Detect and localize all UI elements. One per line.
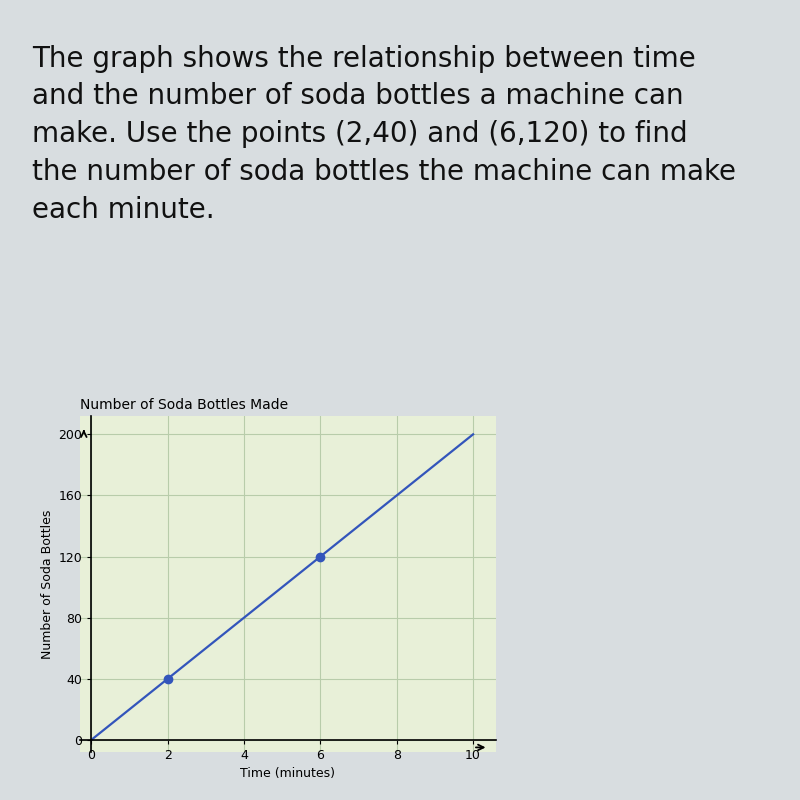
Text: The graph shows the relationship between time
and the number of soda bottles a m: The graph shows the relationship between… bbox=[32, 45, 736, 224]
X-axis label: Time (minutes): Time (minutes) bbox=[241, 767, 335, 780]
Y-axis label: Number of Soda Bottles: Number of Soda Bottles bbox=[42, 510, 54, 658]
Text: Number of Soda Bottles Made: Number of Soda Bottles Made bbox=[80, 398, 288, 412]
